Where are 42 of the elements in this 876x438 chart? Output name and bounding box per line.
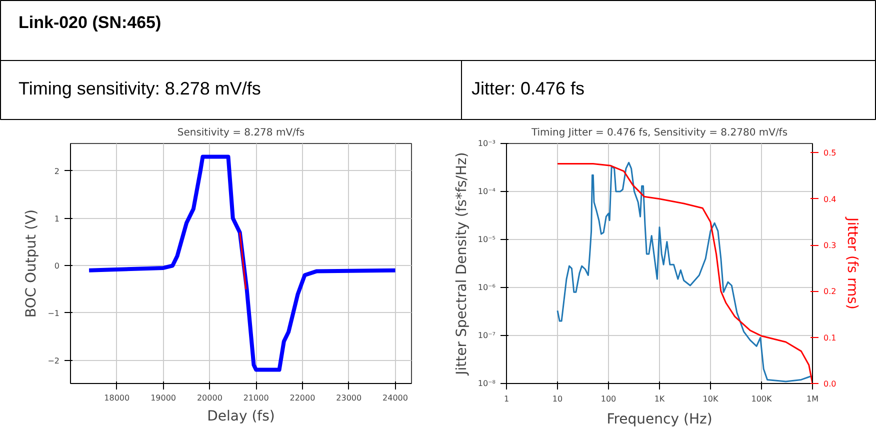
text: Timing sensitivity: 8.278 mV/fs (18, 78, 261, 98)
chart-title: Sensitivity = 8.278 mV/fs (177, 128, 305, 138)
y-axis-title: BOC Output (V) (24, 209, 40, 318)
x-tick-label: 20000 (196, 394, 222, 402)
y-tick-label: 0 (54, 262, 60, 271)
y2-tick-label: 0.5 (824, 148, 836, 158)
text: Jitter: 0.476 fs (472, 78, 585, 98)
x-tick-label: 1 (504, 394, 510, 404)
x-tick-label: 18000 (104, 394, 130, 402)
y2-tick-label: 0.3 (824, 241, 836, 250)
y2-axis-title: Jitter (fs rms) (844, 216, 860, 310)
chart-title: Timing Jitter = 0.476 fs, Sensitivity = 8.2780 mV/fs (530, 128, 788, 138)
y-tick-label: 1 (54, 214, 60, 224)
y2-tick-label: 0.0 (824, 380, 836, 388)
x-tick-label: 100K (751, 394, 773, 404)
x-tick-label: 100 (600, 394, 616, 404)
x-tick-label: 1K (654, 394, 666, 404)
x-tick-label: 19000 (150, 394, 176, 402)
y-tick-label: 10⁻⁴ (478, 187, 496, 196)
line-series (87, 154, 398, 372)
y-tick-label: −1 (48, 308, 60, 318)
y-tick-label: 10⁻³ (478, 139, 496, 148)
y2-tick-label: 0.2 (824, 287, 836, 296)
y-tick-label: 10⁻⁶ (478, 283, 496, 292)
y-axis-title: Jitter Spectral Density (fs*fs/Hz) (454, 152, 470, 376)
y-tick-label: 2 (54, 166, 60, 176)
text: Link-020 (SN:465) (18, 13, 162, 32)
x-axis-title: Delay (fs) (207, 408, 275, 424)
x-tick-label: 22000 (290, 394, 316, 402)
y2-tick-label: 0.4 (824, 194, 836, 204)
x-tick-label: 1M (806, 394, 819, 404)
x-tick-label: 10K (702, 394, 719, 404)
y-tick-label: 10⁻⁸ (478, 379, 496, 388)
x-tick-label: 10 (552, 394, 563, 404)
y-tick-label: −2 (48, 356, 60, 366)
y2-tick-label: 0.1 (824, 333, 836, 342)
x-axis-title: Frequency (Hz) (606, 412, 712, 428)
x-tick-label: 23000 (336, 394, 362, 402)
y-tick-label: 10⁻⁷ (478, 331, 496, 340)
x-tick-label: 24000 (382, 394, 408, 402)
x-tick-label: 21000 (243, 394, 269, 402)
y-tick-label: 10⁻⁵ (478, 235, 496, 244)
